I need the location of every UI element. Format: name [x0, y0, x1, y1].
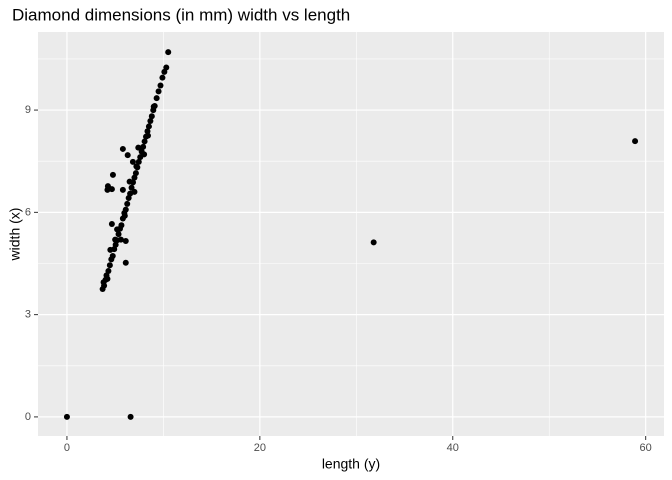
- point: [159, 74, 166, 81]
- x-tick-label: 40: [447, 442, 459, 454]
- point: [124, 152, 131, 159]
- point: [112, 236, 119, 243]
- point: [141, 138, 148, 145]
- point: [115, 231, 122, 238]
- y-tick-label: 3: [25, 309, 31, 321]
- point: [122, 237, 129, 244]
- point: [632, 138, 639, 145]
- point: [131, 188, 138, 195]
- point: [107, 246, 114, 253]
- point: [155, 88, 162, 95]
- point: [370, 239, 377, 246]
- y-axis-title: width (x): [7, 208, 23, 262]
- point: [163, 64, 170, 71]
- point: [119, 145, 126, 152]
- point: [157, 82, 164, 89]
- plot-panel: [38, 32, 664, 436]
- point: [106, 262, 113, 269]
- point: [63, 413, 70, 420]
- point: [147, 117, 154, 124]
- point: [124, 200, 131, 207]
- point: [119, 186, 126, 193]
- chart-title: Diamond dimensions (in mm) width vs leng…: [12, 5, 350, 24]
- point: [141, 151, 148, 158]
- point: [118, 222, 125, 229]
- point: [126, 178, 133, 185]
- point: [122, 206, 129, 213]
- x-tick-label: 0: [64, 442, 70, 454]
- point: [109, 171, 116, 178]
- point: [117, 236, 124, 243]
- point: [148, 113, 155, 120]
- point: [165, 49, 172, 56]
- point: [121, 212, 128, 219]
- x-axis-title: length (y): [322, 456, 380, 472]
- x-tick-label: 20: [254, 442, 266, 454]
- point: [145, 123, 152, 130]
- point: [104, 186, 111, 193]
- point: [140, 143, 147, 150]
- point: [108, 186, 115, 193]
- point: [114, 226, 121, 233]
- point: [127, 413, 134, 420]
- point: [133, 163, 140, 170]
- point: [132, 170, 139, 177]
- point: [144, 128, 151, 135]
- y-tick-label: 6: [25, 206, 31, 218]
- point: [109, 252, 116, 259]
- x-tick-label: 60: [640, 442, 652, 454]
- point: [153, 95, 160, 102]
- point: [108, 220, 115, 227]
- point: [122, 259, 129, 266]
- point: [144, 132, 151, 139]
- point: [104, 275, 111, 282]
- point: [135, 144, 142, 151]
- point: [135, 158, 142, 165]
- point: [105, 267, 112, 274]
- y-tick-label: 9: [25, 104, 31, 116]
- point: [150, 103, 157, 110]
- y-tick-label: 0: [25, 411, 31, 423]
- point: [129, 158, 136, 165]
- point: [100, 279, 107, 286]
